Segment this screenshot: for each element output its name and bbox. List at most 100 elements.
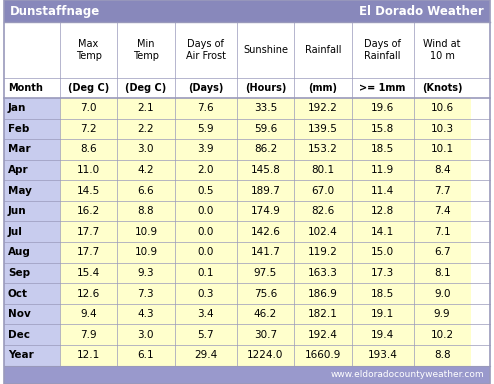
Bar [4,98,60,119]
Text: 82.6: 82.6 [311,206,334,216]
Text: 8.1: 8.1 [434,268,451,278]
Bar [237,345,294,366]
Text: Max
Temp: Max Temp [76,39,102,61]
Text: Apr: Apr [8,165,29,175]
Text: 0.0: 0.0 [198,206,214,216]
Text: 2.0: 2.0 [198,165,214,175]
Text: Rainfall: Rainfall [305,45,341,55]
Text: El Dorado Weather: El Dorado Weather [359,5,484,18]
Bar [294,222,352,242]
Text: >= 1mm: >= 1mm [360,83,406,93]
Text: 7.7: 7.7 [434,185,451,195]
Bar [237,180,294,201]
Bar [117,283,174,304]
Text: 12.1: 12.1 [77,350,100,360]
Text: 189.7: 189.7 [250,185,281,195]
Bar [294,139,352,160]
Text: Sep: Sep [8,268,30,278]
Bar [117,139,174,160]
Bar [4,283,60,304]
Bar [174,119,237,139]
Bar [294,345,352,366]
Bar [414,242,471,263]
Bar [60,139,117,160]
Text: Days of
Air Frost: Days of Air Frost [186,39,226,61]
Text: 11.9: 11.9 [371,165,394,175]
Bar [174,139,237,160]
Bar [294,201,352,222]
Text: 86.2: 86.2 [254,144,277,154]
Bar [294,242,352,263]
Text: 80.1: 80.1 [311,165,334,175]
Bar [237,222,294,242]
Bar [352,242,414,263]
Bar [352,201,414,222]
Text: 8.8: 8.8 [138,206,154,216]
Bar [414,139,471,160]
Text: (Deg C): (Deg C) [125,83,166,93]
Bar [237,304,294,324]
Bar [117,119,174,139]
Bar [4,366,490,384]
Bar [237,201,294,222]
Bar [352,222,414,242]
Bar [414,304,471,324]
Text: 10.2: 10.2 [431,330,453,340]
Bar [4,242,60,263]
Bar [352,160,414,180]
Text: 2.1: 2.1 [138,103,154,113]
Text: 3.0: 3.0 [138,144,154,154]
Text: 192.4: 192.4 [308,330,338,340]
Bar [352,304,414,324]
Text: 139.5: 139.5 [308,124,338,134]
Bar [60,242,117,263]
Bar [294,98,352,119]
Text: Aug: Aug [8,247,31,257]
Bar [414,160,471,180]
Bar [117,345,174,366]
Bar [414,345,471,366]
Text: 11.4: 11.4 [371,185,394,195]
Bar [117,180,174,201]
Text: Sunshine: Sunshine [243,45,288,55]
Text: 1660.9: 1660.9 [305,350,341,360]
Text: 67.0: 67.0 [311,185,334,195]
Text: 15.4: 15.4 [77,268,100,278]
Text: 17.7: 17.7 [77,247,100,257]
Text: www.eldoradocountyweather.com: www.eldoradocountyweather.com [330,370,484,379]
Bar [60,160,117,180]
Bar [237,160,294,180]
Bar [237,139,294,160]
Bar [352,263,414,283]
Text: 29.4: 29.4 [194,350,217,360]
Bar [237,263,294,283]
Text: 1224.0: 1224.0 [247,350,284,360]
Text: 7.6: 7.6 [198,103,214,113]
Text: 142.6: 142.6 [250,227,281,237]
Bar [237,324,294,345]
Bar [174,160,237,180]
Bar [414,98,471,119]
Bar [352,324,414,345]
Text: 186.9: 186.9 [308,288,338,298]
Text: May: May [8,185,32,195]
Bar [294,263,352,283]
Text: 102.4: 102.4 [308,227,338,237]
Text: 10.6: 10.6 [431,103,453,113]
Bar [60,304,117,324]
Text: 4.2: 4.2 [138,165,154,175]
Text: Nov: Nov [8,309,31,319]
Text: 7.3: 7.3 [138,288,154,298]
Bar [294,180,352,201]
Bar [294,119,352,139]
Bar [117,98,174,119]
Bar [174,242,237,263]
Bar [352,139,414,160]
Bar [60,180,117,201]
Text: 75.6: 75.6 [254,288,277,298]
Text: 16.2: 16.2 [77,206,100,216]
Text: Month: Month [8,83,43,93]
Text: 3.9: 3.9 [198,144,214,154]
Bar [117,324,174,345]
Bar [60,283,117,304]
